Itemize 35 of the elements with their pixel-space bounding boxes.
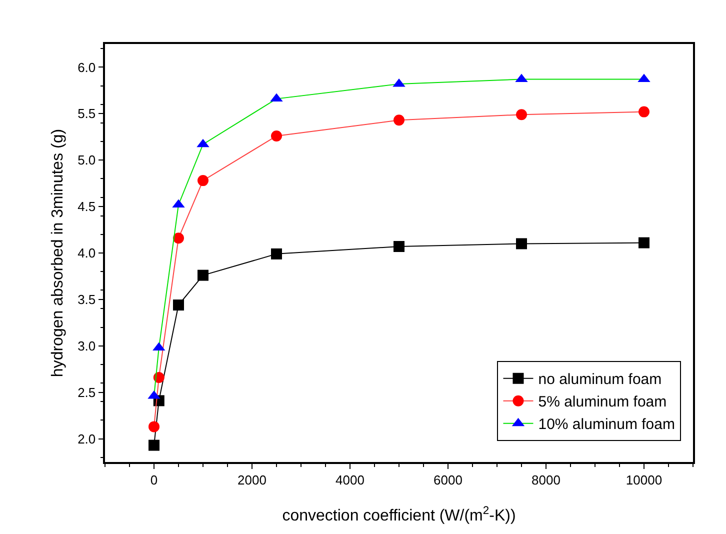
point bbox=[198, 270, 208, 281]
x-tick-label: 4000 bbox=[336, 472, 364, 488]
x-tick-label: 10000 bbox=[626, 472, 662, 488]
x-axis-title: convection coefficient (W/(m$^{2}$-K)) bbox=[282, 504, 516, 524]
y-tick-label: 3.5 bbox=[78, 292, 96, 307]
y-tick-label: 3.0 bbox=[78, 338, 96, 354]
point bbox=[638, 237, 650, 248]
y-axis-title: hydrogen absorbed in 3minutes (g) bbox=[50, 128, 66, 378]
point bbox=[148, 421, 160, 432]
y-tick-label: 4.5 bbox=[78, 199, 96, 214]
y-tick-label: 2.5 bbox=[78, 384, 96, 400]
legend-label: no aluminum foam bbox=[538, 371, 662, 388]
point bbox=[271, 248, 282, 260]
point bbox=[516, 238, 527, 250]
point bbox=[198, 175, 208, 186]
point bbox=[394, 114, 404, 126]
y-tick-label: 5.0 bbox=[78, 152, 96, 168]
point bbox=[394, 241, 404, 252]
x-tick-label: 2000 bbox=[238, 472, 266, 488]
y-tick-label: 4.0 bbox=[78, 246, 96, 261]
y-tick-label: 6.0 bbox=[78, 60, 96, 75]
y-tick-label: 5.5 bbox=[78, 106, 96, 122]
legend-label: 5% aluminum foam bbox=[538, 394, 667, 411]
point bbox=[153, 372, 164, 383]
point bbox=[516, 109, 527, 120]
x-tick-label: 8000 bbox=[532, 472, 560, 488]
point bbox=[173, 300, 184, 311]
point bbox=[271, 130, 282, 142]
y-tick-label: 2.0 bbox=[78, 431, 96, 446]
x-tick-label: 6000 bbox=[434, 472, 462, 488]
legend-label: 10% aluminum foam bbox=[538, 416, 675, 434]
point bbox=[148, 440, 160, 451]
point bbox=[173, 232, 184, 244]
point bbox=[638, 106, 650, 118]
x-tick-label: 0 bbox=[150, 472, 158, 488]
